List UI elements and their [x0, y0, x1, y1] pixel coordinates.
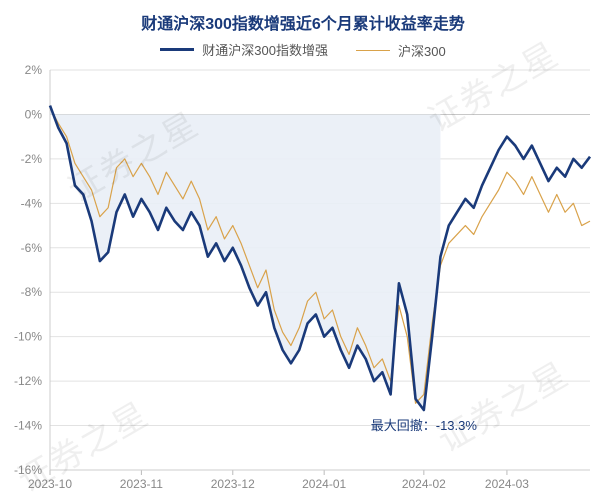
y-tick-label: -10%: [14, 330, 42, 344]
y-tick-label: 2%: [25, 63, 43, 77]
y-tick-label: -14%: [14, 419, 42, 433]
y-tick-label: -6%: [21, 241, 43, 255]
y-tick-label: -16%: [14, 463, 42, 477]
x-tick-label: 2024-03: [485, 477, 529, 491]
x-tick-label: 2023-11: [120, 477, 163, 491]
x-tick-label: 2023-12: [211, 477, 255, 491]
area-fill: [50, 106, 440, 410]
x-tick-label: 2024-02: [402, 477, 446, 491]
x-tick-label: 2023-10: [28, 477, 72, 491]
plot-svg: 2% 0% -2% -4% -6% -8% -10% -12% -14% -16%2023-10 2…: [0, 0, 606, 500]
y-tick-label: -12%: [14, 374, 42, 388]
x-tick-label: 2024-01: [302, 477, 346, 491]
y-tick-label: -2%: [21, 152, 43, 166]
y-tick-label: -4%: [21, 196, 43, 210]
y-tick-label: -8%: [21, 285, 43, 299]
y-tick-label: 0%: [25, 107, 43, 121]
max-drawdown-label: 最大回撤：-13.3%: [371, 418, 478, 433]
chart-container: 财通沪深300指数增强近6个月累计收益率走势 财通沪深300指数增强沪深300 …: [0, 0, 606, 500]
